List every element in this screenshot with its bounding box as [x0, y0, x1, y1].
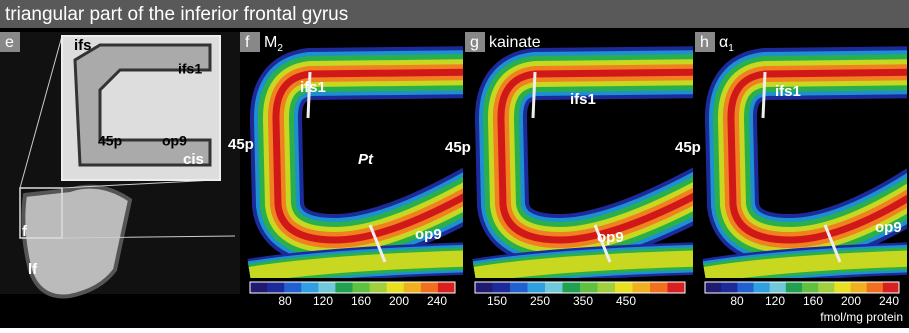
colorbar-cell [493, 282, 511, 293]
scale-label: 450 [616, 294, 636, 308]
region-label: ifs1 [570, 91, 596, 108]
receptor-name: kainate [489, 34, 541, 51]
colorbar-cell [633, 282, 651, 293]
colorbar-cell [563, 282, 581, 293]
colorbar-cell [650, 282, 668, 293]
colorbar-cell [301, 282, 319, 293]
panel-letter-box [240, 32, 260, 52]
region-label: 45p [445, 139, 471, 156]
colorbar-cell [335, 282, 353, 293]
colorbar-cell [851, 282, 868, 293]
label: op9 [162, 133, 187, 149]
label: 45p [98, 133, 122, 149]
region-label: op9 [415, 226, 442, 243]
receptor: M [264, 34, 277, 51]
colorbar-cell [705, 282, 722, 293]
colorbar-cell [318, 282, 336, 293]
colorbar-cell [770, 282, 787, 293]
panel-letter: g [470, 34, 479, 51]
colorbar-cell [668, 282, 686, 293]
scale-label: 120 [313, 294, 333, 308]
label: ifs1 [178, 61, 202, 77]
label: ifs [74, 37, 92, 54]
scale-label: 200 [389, 294, 409, 308]
colorbar-cell [353, 282, 371, 293]
colorbar-cell [545, 282, 563, 293]
colorbar-cell [867, 282, 884, 293]
panel-letter: e [5, 34, 14, 51]
label: lf [28, 261, 38, 278]
colorbar-cell [387, 282, 405, 293]
scale-label: 240 [427, 294, 447, 308]
colorbar-cell [786, 282, 803, 293]
scale-label: 250 [530, 294, 550, 308]
colorbar-cell [580, 282, 598, 293]
receptor: α [719, 34, 728, 51]
colorbar-cell [438, 282, 456, 293]
scale-label: 160 [351, 294, 371, 308]
colorbar-cell [834, 282, 851, 293]
region-label: ifs1 [300, 79, 326, 96]
scale-label: 120 [765, 294, 785, 308]
region-label: ifs1 [775, 83, 801, 100]
colorbar-cell [721, 282, 738, 293]
scale-label: 240 [879, 294, 899, 308]
label: cis [183, 151, 204, 168]
scale-label: 160 [803, 294, 823, 308]
region-label: Pt [358, 151, 374, 168]
colorbar-cell [267, 282, 285, 293]
colorbar-cell [615, 282, 633, 293]
colorbar-cell [404, 282, 422, 293]
colorbar-cell [510, 282, 528, 293]
region-label: 45p [228, 136, 254, 153]
colorbar-cell [598, 282, 616, 293]
colorbar-cell [528, 282, 546, 293]
receptor-subscript: 2 [277, 43, 283, 54]
colorbar-cell [421, 282, 439, 293]
scale-label: 350 [573, 294, 593, 308]
panel-e: ifs ifs1 45p op9 cis f lf e [0, 32, 240, 296]
title: triangular part of the inferior frontal … [5, 4, 348, 25]
figure: triangular part of the inferior frontal … [0, 0, 909, 328]
colorbar-cell [818, 282, 835, 293]
region-label: 45p [675, 139, 701, 156]
scale-label: 80 [730, 294, 744, 308]
section-line [763, 72, 765, 118]
panel-letter: f [245, 34, 250, 51]
receptor-subscript: 1 [728, 43, 734, 54]
colorbar-cell [475, 282, 493, 293]
receptor: kainate [489, 34, 541, 51]
unit-label: fmol/mg protein [820, 310, 903, 324]
colorbar-cell [737, 282, 754, 293]
colorbar-cell [754, 282, 771, 293]
panel-letter: h [700, 34, 709, 51]
region-label: op9 [875, 219, 902, 236]
scale-label: 80 [278, 294, 292, 308]
colorbar-cell [802, 282, 819, 293]
colorbar-cell [250, 282, 268, 293]
scale-label: 150 [487, 294, 507, 308]
scale-label: 200 [841, 294, 861, 308]
page: {"header": {"title": "triangular part of… [0, 0, 909, 333]
colorbar-cell [284, 282, 302, 293]
colorbar-cell [370, 282, 388, 293]
colorbar-cell [883, 282, 900, 293]
section-line [533, 72, 535, 118]
region-label: op9 [597, 229, 624, 246]
